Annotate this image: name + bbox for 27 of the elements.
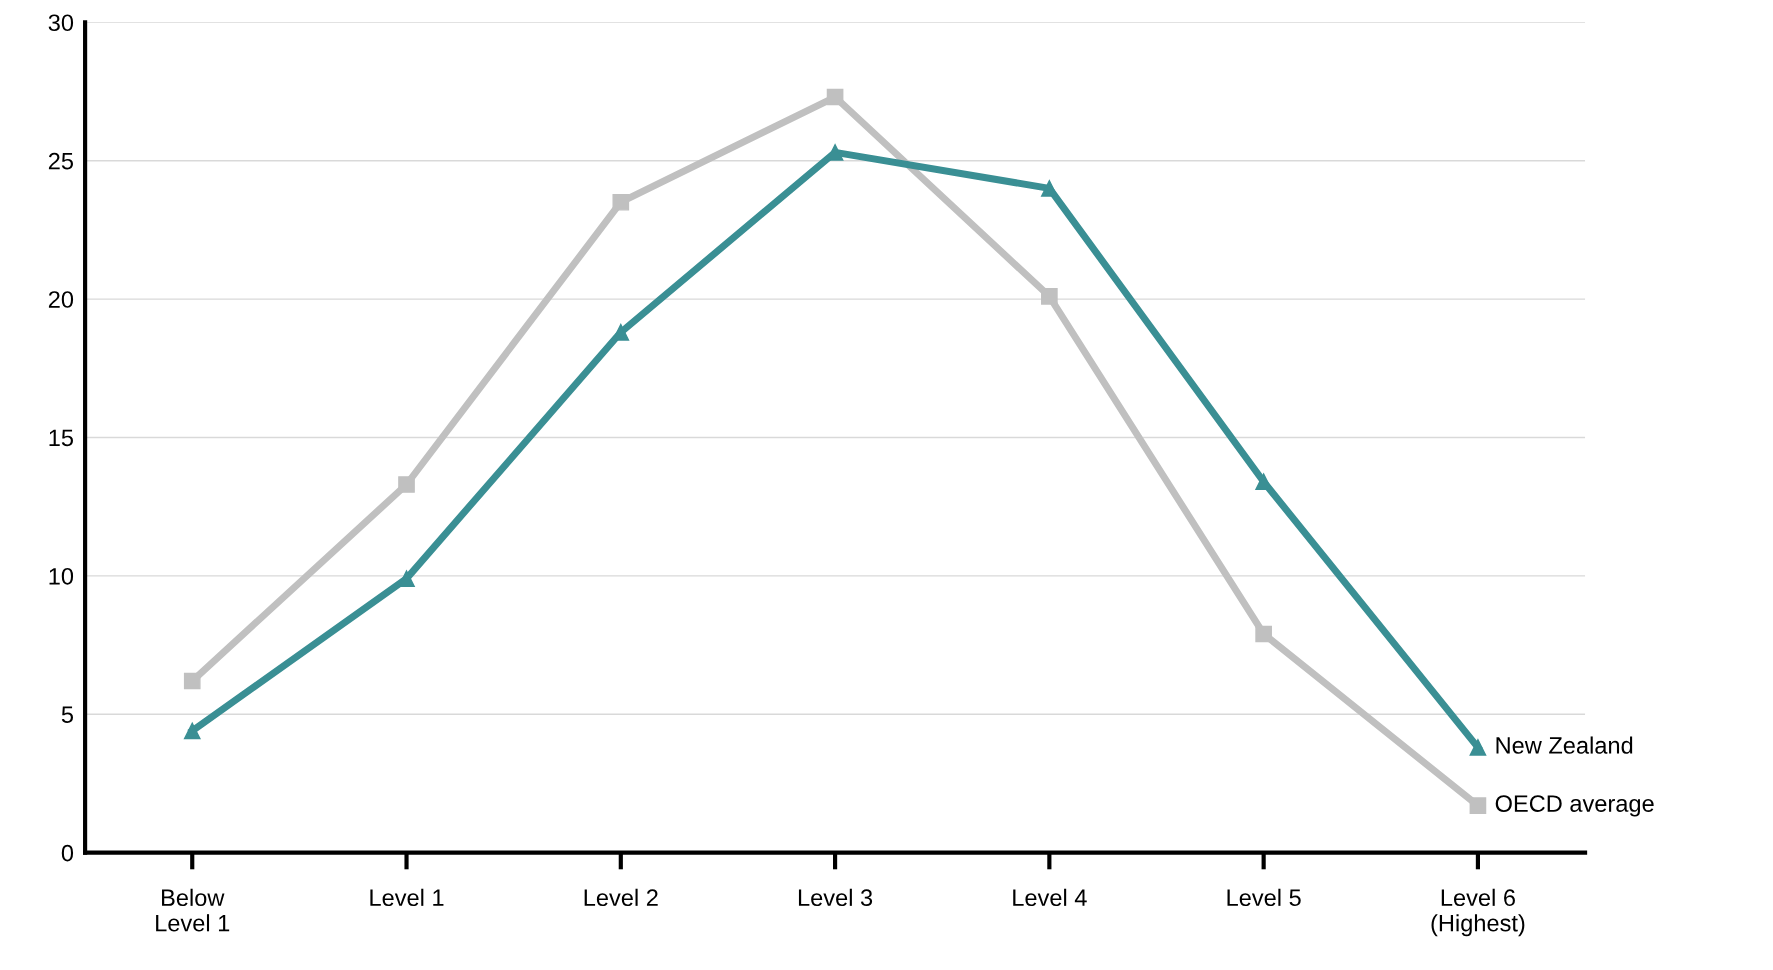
y-tick-label: 5 [61, 706, 73, 724]
point [612, 193, 630, 211]
x-tick-label: Level 4 [1013, 888, 1087, 907]
x-tick-label: Level 2 [584, 888, 658, 907]
y-tick-label: 15 [49, 429, 74, 447]
x-tick-label: Level 1 [370, 888, 444, 907]
x-tick-label: Level 3 [798, 888, 873, 907]
y-tick-label: 25 [48, 152, 74, 170]
point [826, 88, 844, 106]
point [1041, 180, 1058, 197]
y-tick-label: 30 [48, 14, 74, 32]
y-tick-label: 20 [48, 291, 74, 308]
y-tick-label: 0 [61, 844, 74, 862]
x-tick-label: Level 6 (Highest) [1431, 888, 1525, 937]
point [1255, 473, 1272, 491]
point [1041, 287, 1058, 305]
y-tick-label: 10 [49, 567, 74, 585]
series-label: OECD average [1495, 795, 1654, 817]
series-label: New Zealand [1496, 736, 1633, 754]
point [1469, 797, 1487, 814]
x-tick-label: Below Level 1 [156, 888, 230, 932]
point [183, 722, 201, 740]
point [183, 672, 201, 690]
point [1255, 625, 1272, 643]
point [398, 476, 415, 493]
point [1469, 739, 1487, 756]
x-tick-label: Level 5 [1227, 888, 1301, 907]
